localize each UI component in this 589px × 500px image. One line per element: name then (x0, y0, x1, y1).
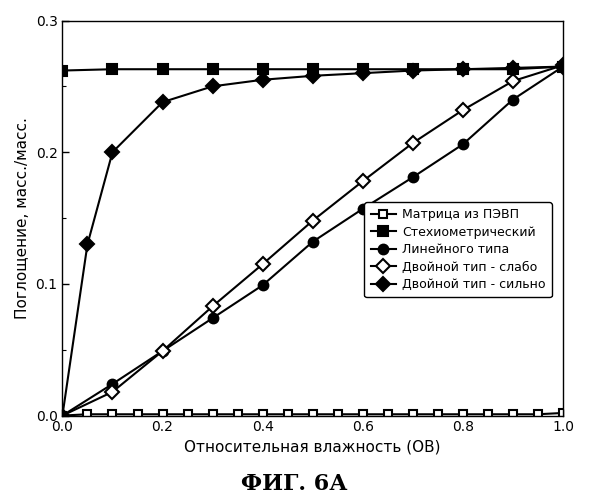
Матрица из ПЭВП (259, 412, 266, 418)
Двойной тип - слабо (359, 178, 366, 184)
Стехиометрический (59, 68, 66, 73)
Стехиометрический (560, 64, 567, 70)
Line: Матрица из ПЭВП: Матрица из ПЭВП (58, 409, 567, 420)
Двойной тип - слабо (409, 140, 416, 146)
Двойной тип - сильно (259, 77, 266, 83)
Стехиометрический (509, 66, 517, 72)
Двойной тип - слабо (459, 107, 466, 113)
Line: Двойной тип - слабо: Двойной тип - слабо (58, 60, 568, 420)
Двойной тип - слабо (509, 78, 517, 84)
Линейного типа (159, 348, 166, 354)
Двойной тип - сильно (159, 99, 166, 105)
Матрица из ПЭВП (209, 412, 216, 418)
Двойной тип - сильно (84, 242, 91, 248)
Двойной тип - сильно (59, 412, 66, 418)
Матрица из ПЭВП (109, 412, 116, 418)
Линейного типа (409, 174, 416, 180)
Матрица из ПЭВП (534, 412, 541, 418)
Линейного типа (259, 282, 266, 288)
Линейного типа (209, 315, 216, 321)
Матрица из ПЭВП (84, 412, 91, 418)
Матрица из ПЭВП (459, 412, 466, 418)
Двойной тип - слабо (309, 218, 316, 224)
Двойной тип - сильно (409, 68, 416, 73)
Линейного типа (309, 238, 316, 244)
Двойной тип - сильно (560, 64, 567, 70)
Линейного типа (560, 64, 567, 70)
Матрица из ПЭВП (560, 410, 567, 416)
Стехиометрический (359, 66, 366, 72)
Матрица из ПЭВП (484, 412, 491, 418)
Двойной тип - сильно (209, 84, 216, 89)
Legend: Матрица из ПЭВП, Стехиометрический, Линейного типа, Двойной тип - слабо, Двойной: Матрица из ПЭВП, Стехиометрический, Лине… (365, 202, 552, 297)
Стехиометрический (109, 66, 116, 72)
Двойной тип - слабо (209, 304, 216, 310)
Двойной тип - слабо (159, 348, 166, 354)
Стехиометрический (459, 66, 466, 72)
Матрица из ПЭВП (59, 412, 66, 418)
Стехиометрический (309, 66, 316, 72)
Двойной тип - сильно (459, 66, 466, 72)
Матрица из ПЭВП (409, 412, 416, 418)
Матрица из ПЭВП (234, 412, 241, 418)
Матрица из ПЭВП (184, 412, 191, 418)
Матрица из ПЭВП (334, 412, 341, 418)
Двойной тип - слабо (109, 389, 116, 395)
Text: ФИГ. 6А: ФИГ. 6А (241, 473, 348, 495)
Линейного типа (459, 142, 466, 148)
Линейного типа (359, 206, 366, 212)
X-axis label: Относительная влажность (ОВ): Относительная влажность (ОВ) (184, 440, 441, 455)
Двойной тип - сильно (509, 65, 517, 71)
Line: Двойной тип - сильно: Двойной тип - сильно (58, 62, 568, 420)
Стехиометрический (159, 66, 166, 72)
Матрица из ПЭВП (384, 412, 391, 418)
Матрица из ПЭВП (434, 412, 441, 418)
Матрица из ПЭВП (359, 412, 366, 418)
Стехиометрический (409, 66, 416, 72)
Двойной тип - сильно (309, 73, 316, 79)
Линейного типа (109, 381, 116, 387)
Двойной тип - слабо (59, 412, 66, 418)
Стехиометрический (259, 66, 266, 72)
Стехиометрический (209, 66, 216, 72)
Двойной тип - сильно (359, 70, 366, 76)
Матрица из ПЭВП (309, 412, 316, 418)
Line: Линейного типа: Линейного типа (58, 62, 568, 420)
Двойной тип - слабо (560, 62, 567, 68)
Матрица из ПЭВП (284, 412, 291, 418)
Матрица из ПЭВП (134, 412, 141, 418)
Двойной тип - слабо (259, 261, 266, 267)
Матрица из ПЭВП (509, 412, 517, 418)
Line: Стехиометрический: Стехиометрический (58, 62, 568, 76)
Y-axis label: Поглощение, масс./масс.: Поглощение, масс./масс. (15, 117, 30, 319)
Двойной тип - сильно (109, 149, 116, 155)
Линейного типа (509, 96, 517, 102)
Линейного типа (59, 412, 66, 418)
Матрица из ПЭВП (159, 412, 166, 418)
